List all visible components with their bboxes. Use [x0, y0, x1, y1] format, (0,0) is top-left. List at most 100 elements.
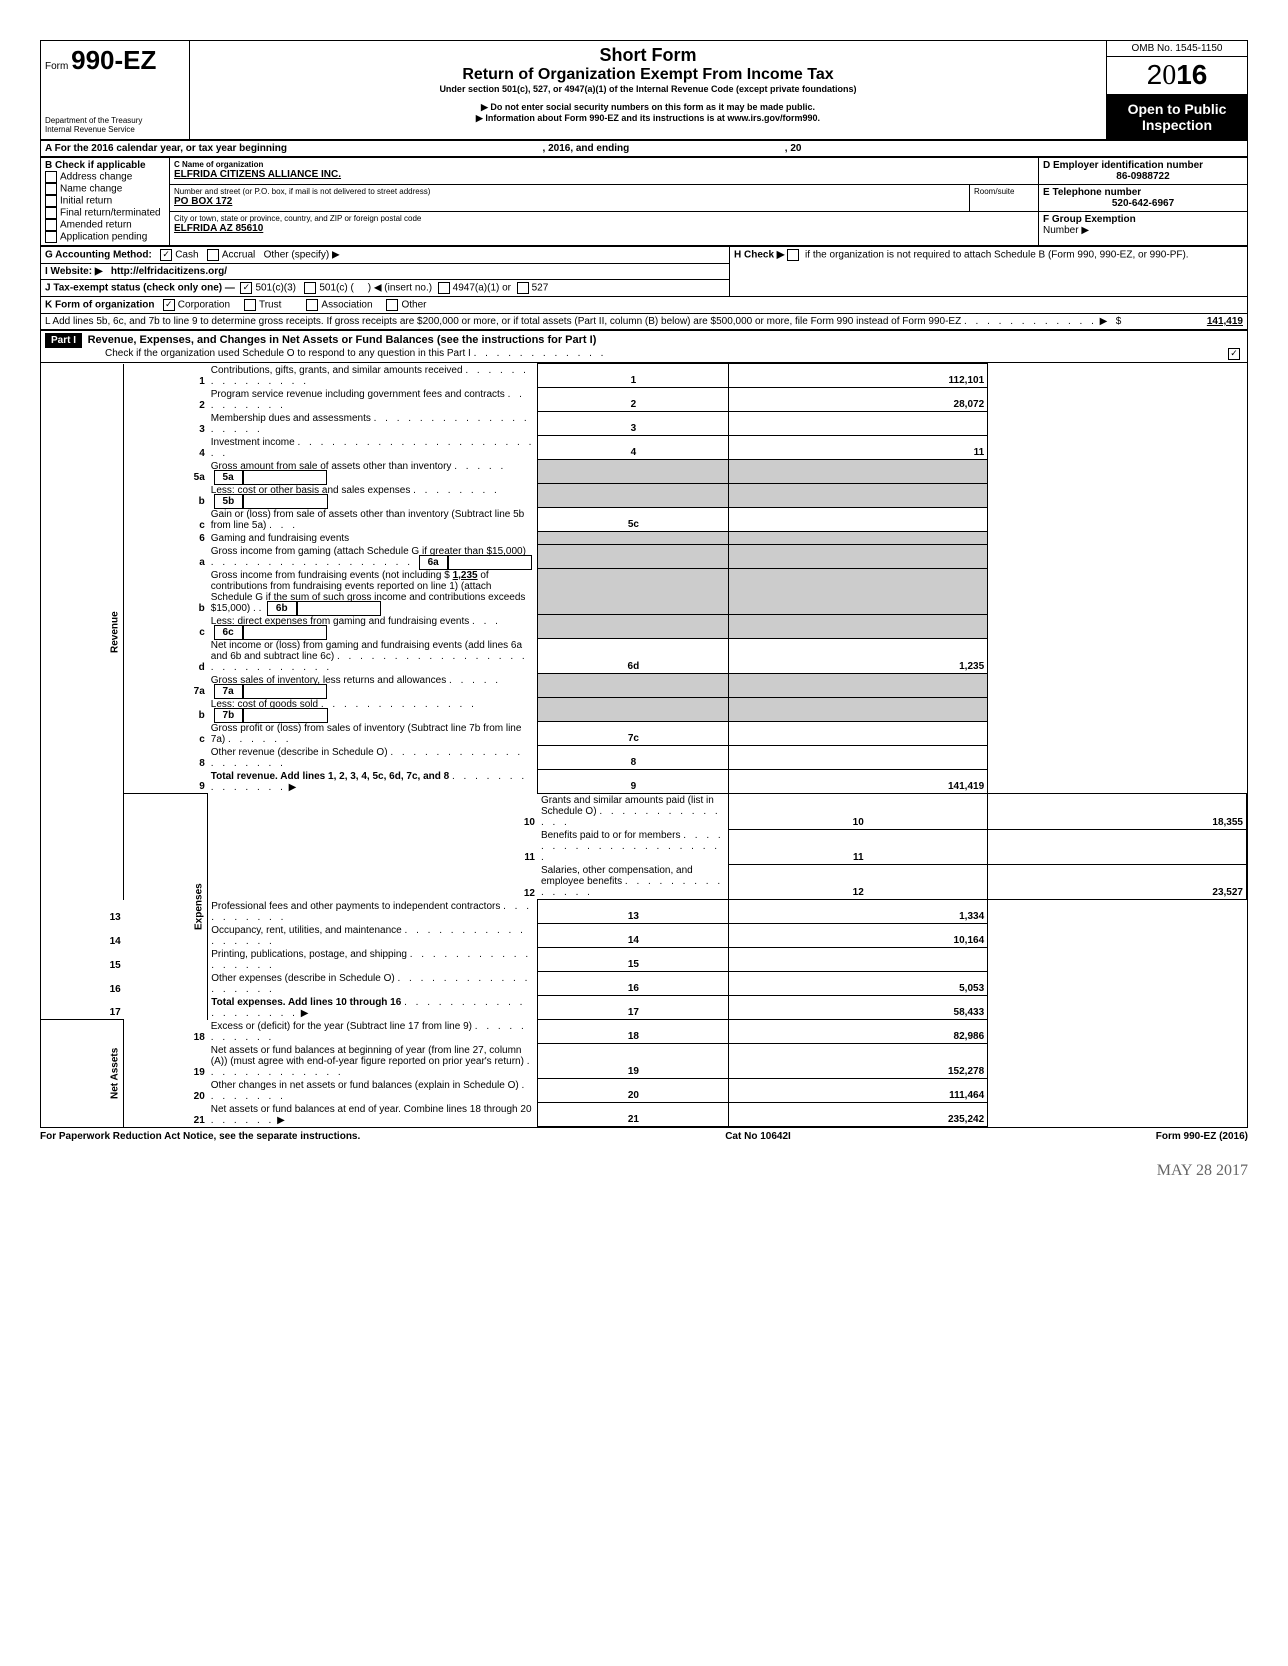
line-a-text: A For the 2016 calendar year, or tax yea… [45, 143, 287, 154]
line-20: Other changes in net assets or fund bala… [211, 1080, 519, 1091]
checkbox-final-return[interactable] [45, 207, 57, 219]
line-21: Net assets or fund balances at end of ye… [211, 1104, 532, 1115]
cb-label: Initial return [60, 196, 112, 207]
cb-label: Final return/terminated [60, 208, 161, 219]
line-3: Membership dues and assessments [211, 413, 371, 424]
line-h-label: H Check ▶ [734, 250, 784, 261]
cb-label: Amended return [60, 220, 132, 231]
line-2: Program service revenue including govern… [211, 389, 505, 400]
room-label: Room/suite [974, 187, 1034, 196]
k-other: Other [401, 300, 426, 311]
footer-center: Cat No 10642I [725, 1131, 791, 1142]
part1-label: Part I [45, 333, 82, 348]
line-9: Total revenue. Add lines 1, 2, 3, 4, 5c,… [211, 771, 449, 782]
checkbox-corp[interactable]: ✓ [163, 299, 175, 311]
checkbox-trust[interactable] [244, 299, 256, 311]
line-5c-val [729, 508, 988, 532]
line-1: Contributions, gifts, grants, and simila… [211, 365, 463, 376]
cb-label: Name change [60, 184, 122, 195]
checkbox-pending[interactable] [45, 231, 57, 243]
checkbox-other[interactable] [386, 299, 398, 311]
vert-expenses: Expenses [193, 883, 204, 930]
line-12-val: 23,527 [988, 864, 1247, 900]
arrow: ▶ [289, 782, 297, 793]
line-16: Other expenses (describe in Schedule O) [211, 973, 394, 984]
line-19-val: 152,278 [729, 1044, 988, 1079]
cb-label: Address change [60, 172, 132, 183]
phone: 520-642-6967 [1043, 198, 1243, 209]
line-13: Professional fees and other payments to … [211, 901, 500, 912]
footer-left: For Paperwork Reduction Act Notice, see … [40, 1131, 360, 1142]
accrual-label: Accrual [222, 250, 255, 261]
j-opt2: 501(c) ( [319, 283, 353, 294]
section-c-name-label: C Name of organization [174, 160, 1034, 169]
checkbox-501c3[interactable]: ✓ [240, 282, 252, 294]
ein: 86-0988722 [1043, 171, 1243, 182]
checkbox-h[interactable] [787, 249, 799, 261]
line-16-val: 5,053 [729, 972, 988, 996]
line-a-mid: , 2016, and ending [543, 143, 630, 154]
vert-net-assets: Net Assets [110, 1047, 121, 1098]
line-14: Occupancy, rent, utilities, and maintena… [211, 925, 401, 936]
org-name: ELFRIDA CITIZENS ALLIANCE INC. [174, 169, 1034, 180]
line-k-label: K Form of organization [45, 300, 154, 311]
vert-revenue: Revenue [110, 611, 121, 653]
website: http://elfridacitizens.org/ [111, 266, 227, 277]
header-info-table: B Check if applicable Address change Nam… [40, 157, 1248, 246]
arrow: ▶ [301, 1008, 309, 1019]
line-3-val [729, 412, 988, 436]
checkbox-initial-return[interactable] [45, 195, 57, 207]
arrow: ▶ [277, 1115, 285, 1126]
checkbox-cash[interactable]: ✓ [160, 249, 172, 261]
checkbox-527[interactable] [517, 282, 529, 294]
line-a-end: , 20 [785, 143, 802, 154]
line-4: Investment income [211, 437, 295, 448]
checkbox-accrual[interactable] [207, 249, 219, 261]
line-18-val: 82,986 [729, 1020, 988, 1044]
dept: Department of the TreasuryInternal Reven… [45, 116, 185, 134]
section-d-label: D Employer identification number [1043, 160, 1243, 171]
addr: PO BOX 172 [174, 196, 965, 207]
line-11: Benefits paid to or for members [541, 830, 681, 841]
checkbox-501c[interactable] [304, 282, 316, 294]
checkbox-amended[interactable] [45, 219, 57, 231]
checkbox-name-change[interactable] [45, 183, 57, 195]
section-f-label: F Group Exemption [1043, 214, 1243, 225]
city: ELFRIDA AZ 85610 [174, 223, 1034, 234]
k-corp: Corporation [178, 300, 230, 311]
arrow: ▶ [1100, 316, 1108, 327]
line-15-val [729, 948, 988, 972]
line-10-val: 18,355 [988, 794, 1247, 830]
city-label: City or town, state or province, country… [174, 214, 1034, 223]
checkbox-4947[interactable] [438, 282, 450, 294]
line-9-val: 141,419 [729, 770, 988, 794]
form-number: 990-EZ [71, 45, 156, 75]
line-19: Net assets or fund balances at beginning… [211, 1045, 524, 1067]
section-b-label: B Check if applicable [45, 160, 165, 171]
lines-table: Revenue 1 Contributions, gifts, grants, … [40, 363, 1248, 1128]
line-11-val [988, 829, 1247, 864]
checkbox-schedule-o[interactable]: ✓ [1228, 348, 1240, 360]
line-8: Other revenue (describe in Schedule O) [211, 747, 388, 758]
year: 2016 [1107, 57, 1247, 95]
section-f-sub: Number ▶ [1043, 225, 1243, 236]
line-h-text: if the organization is not required to a… [805, 250, 1189, 261]
line-j-label: J Tax-exempt status (check only one) — [45, 283, 235, 294]
ssn-note: ▶ Do not enter social security numbers o… [194, 102, 1102, 113]
checkbox-assoc[interactable] [306, 299, 318, 311]
line-15: Printing, publications, postage, and shi… [211, 949, 407, 960]
line-18: Excess or (deficit) for the year (Subtra… [211, 1021, 472, 1032]
line-6d-val: 1,235 [729, 639, 988, 674]
line-17: Total expenses. Add lines 10 through 16 [211, 997, 401, 1008]
omb: OMB No. 1545-1150 [1107, 41, 1247, 57]
footer: For Paperwork Reduction Act Notice, see … [40, 1128, 1248, 1142]
line-20-val: 111,464 [729, 1079, 988, 1103]
gk-table: G Accounting Method: ✓Cash Accrual Other… [40, 246, 1248, 330]
line-4-val: 11 [729, 436, 988, 460]
line-6b: Gross income from fundraising events (no… [211, 570, 450, 581]
line-l-text: L Add lines 5b, 6c, and 7b to line 9 to … [45, 316, 961, 327]
form-header: Form 990-EZ Department of the TreasuryIn… [40, 40, 1248, 140]
k-assoc: Association [321, 300, 372, 311]
checkbox-address-change[interactable] [45, 171, 57, 183]
line-i-label: I Website: ▶ [45, 266, 103, 277]
